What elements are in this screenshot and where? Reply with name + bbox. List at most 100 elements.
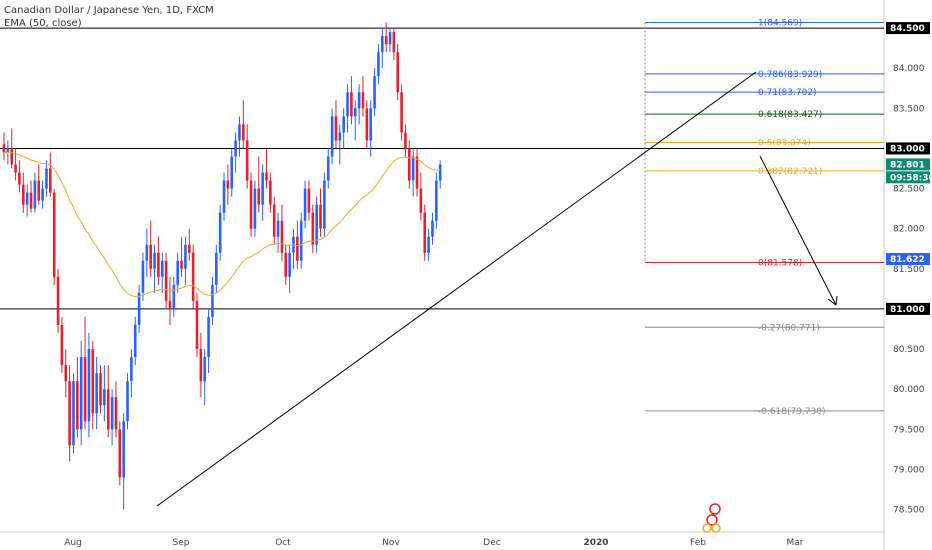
time-tick-label: Oct [275,538,291,548]
candle-body [435,180,438,221]
ema-50-line [3,151,441,298]
candle-body [164,260,168,301]
candle-body [141,260,145,293]
price-tick-label: 80.000 [893,385,925,395]
price-label-box [886,158,930,171]
price-label-box [886,302,930,315]
event-icon-mid[interactable] [706,514,718,526]
candle-body [408,148,411,181]
candle-body [110,397,114,430]
candle-body [87,349,91,422]
candle-body [157,252,160,277]
fibonacci-retracement[interactable]: 1(84.569) 0.786(83.929) 0.71(83.702) 0.618(… [644,19,884,417]
candle-body [222,180,226,213]
candle-body [83,357,87,422]
time-tick-label: 2020 [583,538,608,548]
candle-body [184,244,187,269]
candle-body [400,92,403,133]
candle-body [33,180,37,209]
candle-body [153,252,156,269]
candle-body [319,204,322,229]
event-icon-bottom-2[interactable] [711,523,721,533]
candle-body [276,220,280,237]
candle-body [172,284,176,309]
time-axis[interactable]: Aug Sep Oct Nov Dec 2020 Feb Mar [64,538,804,548]
candle-body [369,108,372,141]
chart-legend: Canadian Dollar / Japanese Yen, 1D, FXCM… [4,4,214,30]
event-icon-bottom-1[interactable] [702,523,712,533]
time-tick-label: Feb [690,538,706,548]
candle-body [41,188,44,201]
candle-body [95,373,98,414]
event-icon-top[interactable] [709,503,721,515]
candle-body [176,260,179,285]
candle-body [52,192,56,277]
candle-body [257,188,261,205]
candle-body [10,148,14,165]
price-tick-label: 84.000 [893,64,925,74]
time-tick-label: Mar [787,538,804,548]
candle-body [284,252,288,277]
price-label-text: 09:58:30 [890,173,932,183]
time-tick-label: Nov [382,538,400,548]
fib-level-label: 0.786(83.929) [758,70,822,80]
candle-body [91,349,95,414]
candle-body [299,220,303,261]
candle-body [438,164,442,181]
ascending-trendline[interactable] [156,71,757,507]
candle-body [311,212,315,245]
candle-body [79,357,83,430]
price-label-box [886,171,930,184]
candle-body [114,397,118,430]
price-label-text: 83.000 [890,144,925,154]
price-axis[interactable]: 84.000 83.500 82.500 82.000 81.500 80.500 80.0… [886,22,932,516]
candle-body [6,148,10,153]
candle-body [249,180,253,229]
candle-body [245,140,249,181]
candle-body [180,260,183,269]
candle-body [130,357,133,382]
price-label-text: 84.500 [890,24,925,34]
candle-body [22,184,25,205]
candle-body [29,192,33,209]
candle-body [207,316,210,358]
candle-body [2,144,6,153]
candle-body [103,389,106,406]
events-marker[interactable] [702,503,721,533]
price-tick-label: 78.500 [893,506,925,516]
price-label-box [886,253,930,266]
candle-body [296,236,299,261]
candle-body [353,108,357,117]
candle-body [361,92,365,109]
candle-body [323,180,326,229]
candle-body [230,156,234,189]
time-tick-label: Dec [483,538,500,548]
projection-arrow[interactable] [759,155,838,306]
candle-body [423,212,427,253]
price-tick-label: 82.500 [893,185,925,195]
candle-body [37,180,41,201]
candle-body [272,204,276,237]
candle-body [45,168,48,189]
candle-body [99,373,102,406]
candle-body [338,132,342,141]
candle-body [404,132,407,149]
price-tick-label: 79.000 [893,465,925,475]
candle-body [342,116,345,133]
candle-body [14,164,17,173]
candle-body [388,32,392,45]
candle-body [330,116,334,157]
fib-level-label: 0(81.578) [758,259,802,269]
price-label-box [886,22,930,35]
candle-body [419,188,423,213]
candle-body [145,244,149,261]
candle-body [415,156,419,189]
time-tick-label: Sep [173,538,190,548]
candle-body [380,36,384,53]
horizontal-levels [0,27,884,310]
candle-body [64,365,68,382]
price-tick-label: 83.500 [893,104,925,114]
candle-body [357,92,361,109]
candle-body [307,188,311,213]
